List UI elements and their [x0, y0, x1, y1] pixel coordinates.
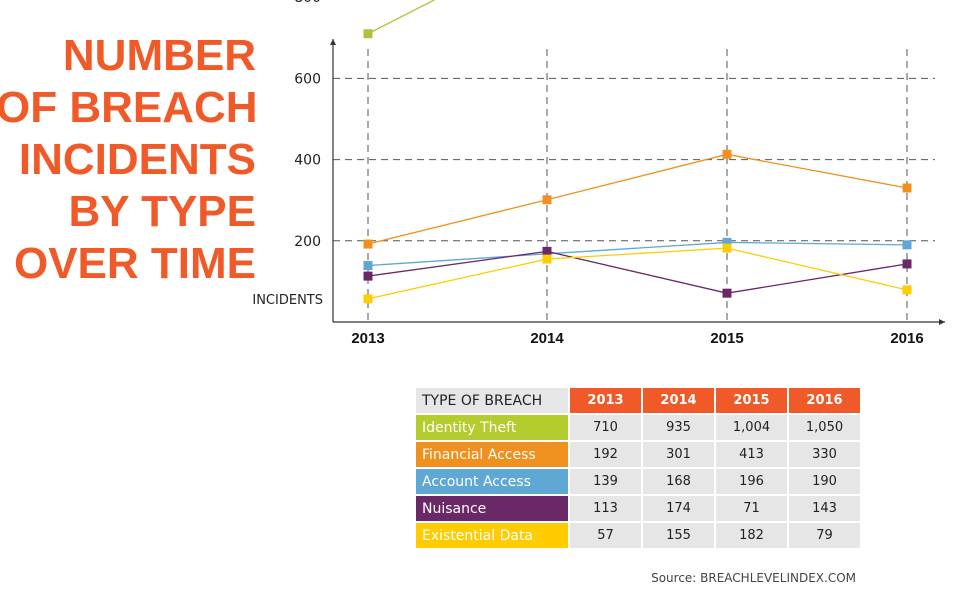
- table-year-header: 2016: [789, 388, 860, 413]
- table-cell: 710: [570, 415, 641, 440]
- chart-labels: 20040060080010001200INCIDENTS20132014201…: [252, 0, 923, 347]
- y-axis-arrow: [330, 39, 336, 45]
- table-cell: 330: [789, 442, 860, 467]
- breach-data-table: TYPE OF BREACH 2013 2014 2015 2016 Ident…: [414, 386, 862, 550]
- title-line: NUMBER: [62, 31, 256, 80]
- data-point: [542, 195, 552, 205]
- table-year-header: 2014: [643, 388, 714, 413]
- table-corner-header: TYPE OF BREACH: [416, 388, 568, 413]
- y-tick-label: 400: [294, 153, 321, 169]
- table-cell: 301: [643, 442, 714, 467]
- x-axis-arrow: [939, 319, 945, 325]
- y-tick-label: 600: [294, 71, 321, 87]
- data-point: [363, 271, 373, 281]
- table-cell: 1,004: [716, 415, 787, 440]
- x-tick-label: 2014: [530, 330, 564, 347]
- title-line: OVER TIME: [13, 239, 256, 288]
- title-line: INCIDENTS: [18, 135, 256, 184]
- table-cell: 139: [570, 469, 641, 494]
- table-row: Identity Theft 710 935 1,004 1,050: [416, 415, 860, 440]
- title-line: BY TYPE: [68, 187, 256, 236]
- row-label: Identity Theft: [416, 415, 568, 440]
- data-point: [902, 240, 912, 250]
- data-point: [902, 285, 912, 295]
- table-row: Nuisance 113 174 71 143: [416, 496, 860, 521]
- table-cell: 190: [789, 469, 860, 494]
- series-line: [367, 250, 908, 294]
- data-point: [542, 254, 552, 264]
- source-note: Source: BREACHLEVELINDEX.COM: [651, 571, 856, 585]
- row-label: Account Access: [416, 469, 568, 494]
- table-cell: 168: [643, 469, 714, 494]
- chart-title: NUMBER OF BREACH INCIDENTS BY TYPE OVER …: [0, 30, 258, 290]
- row-label: Existential Data: [416, 523, 568, 548]
- row-label: Nuisance: [416, 496, 568, 521]
- table-cell: 113: [570, 496, 641, 521]
- table-cell: 196: [716, 469, 787, 494]
- data-point: [722, 237, 732, 247]
- chart-series: [363, 0, 912, 304]
- row-label: Financial Access: [416, 442, 568, 467]
- data-point: [363, 29, 373, 39]
- table-row: Existential Data 57 155 182 79: [416, 523, 860, 548]
- series-line: [367, 0, 436, 35]
- x-tick-label: 2016: [890, 330, 923, 347]
- title-line: OF BREACH: [0, 83, 258, 132]
- y-tick-label: 800: [294, 0, 321, 6]
- data-point: [363, 294, 373, 304]
- data-point: [722, 288, 732, 298]
- series-line: [367, 247, 908, 300]
- data-point: [722, 149, 732, 159]
- table-cell: 1,050: [789, 415, 860, 440]
- table-year-header: 2013: [570, 388, 641, 413]
- table-cell: 192: [570, 442, 641, 467]
- x-tick-label: 2013: [351, 330, 384, 347]
- y-tick-label: 200: [294, 234, 321, 250]
- line-chart: 20040060080010001200INCIDENTS20132014201…: [252, 0, 945, 347]
- table-cell: 182: [716, 523, 787, 548]
- data-point: [722, 243, 732, 253]
- series-line: [367, 241, 908, 267]
- data-point: [902, 183, 912, 193]
- table-row: Financial Access 192 301 413 330: [416, 442, 860, 467]
- y-axis-label: INCIDENTS: [252, 293, 323, 308]
- table-cell: 143: [789, 496, 860, 521]
- data-point: [902, 259, 912, 269]
- data-point: [363, 261, 373, 271]
- table-cell: 71: [716, 496, 787, 521]
- table-row: Account Access 139 168 196 190: [416, 469, 860, 494]
- table-cell: 79: [789, 523, 860, 548]
- table-cell: 155: [643, 523, 714, 548]
- table-cell: 413: [716, 442, 787, 467]
- table-cell: 935: [643, 415, 714, 440]
- table-header-row: TYPE OF BREACH 2013 2014 2015 2016: [416, 388, 860, 413]
- x-tick-label: 2015: [710, 330, 743, 347]
- data-point: [363, 239, 373, 249]
- data-point: [542, 246, 552, 256]
- table-cell: 57: [570, 523, 641, 548]
- series-line: [367, 153, 908, 245]
- chart-axes: [330, 39, 945, 325]
- table-cell: 174: [643, 496, 714, 521]
- table-year-header: 2015: [716, 388, 787, 413]
